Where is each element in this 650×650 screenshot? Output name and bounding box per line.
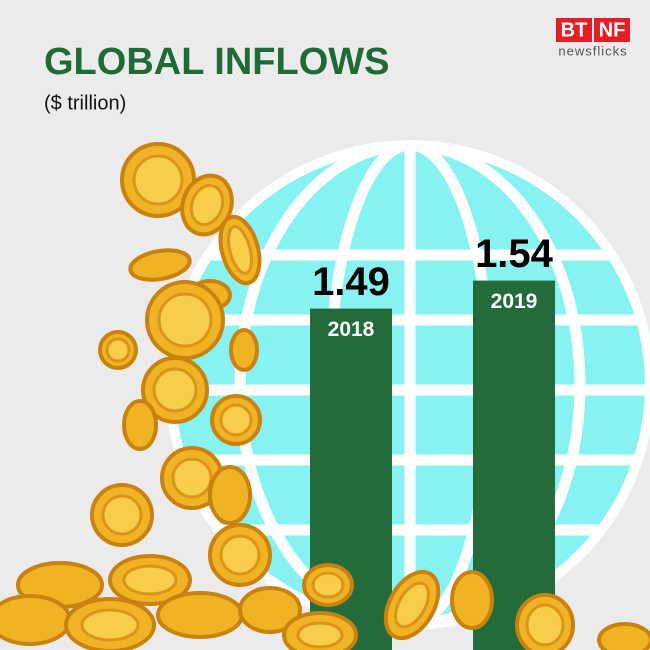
value-label: 1.49 [312,260,390,304]
logo-left: BT [561,19,588,41]
category-label: 2019 [491,290,538,313]
value-label: 1.54 [475,232,554,276]
chart-title: GLOBAL INFLOWS [44,41,390,83]
logo-tagline: newsflicks [558,43,627,58]
chart-subtitle: ($ trillion) [44,92,126,114]
category-label: 2018 [328,318,375,341]
logo: BT NF newsflicks [556,18,630,58]
coins [0,142,650,650]
logo-right: NF [599,19,626,41]
